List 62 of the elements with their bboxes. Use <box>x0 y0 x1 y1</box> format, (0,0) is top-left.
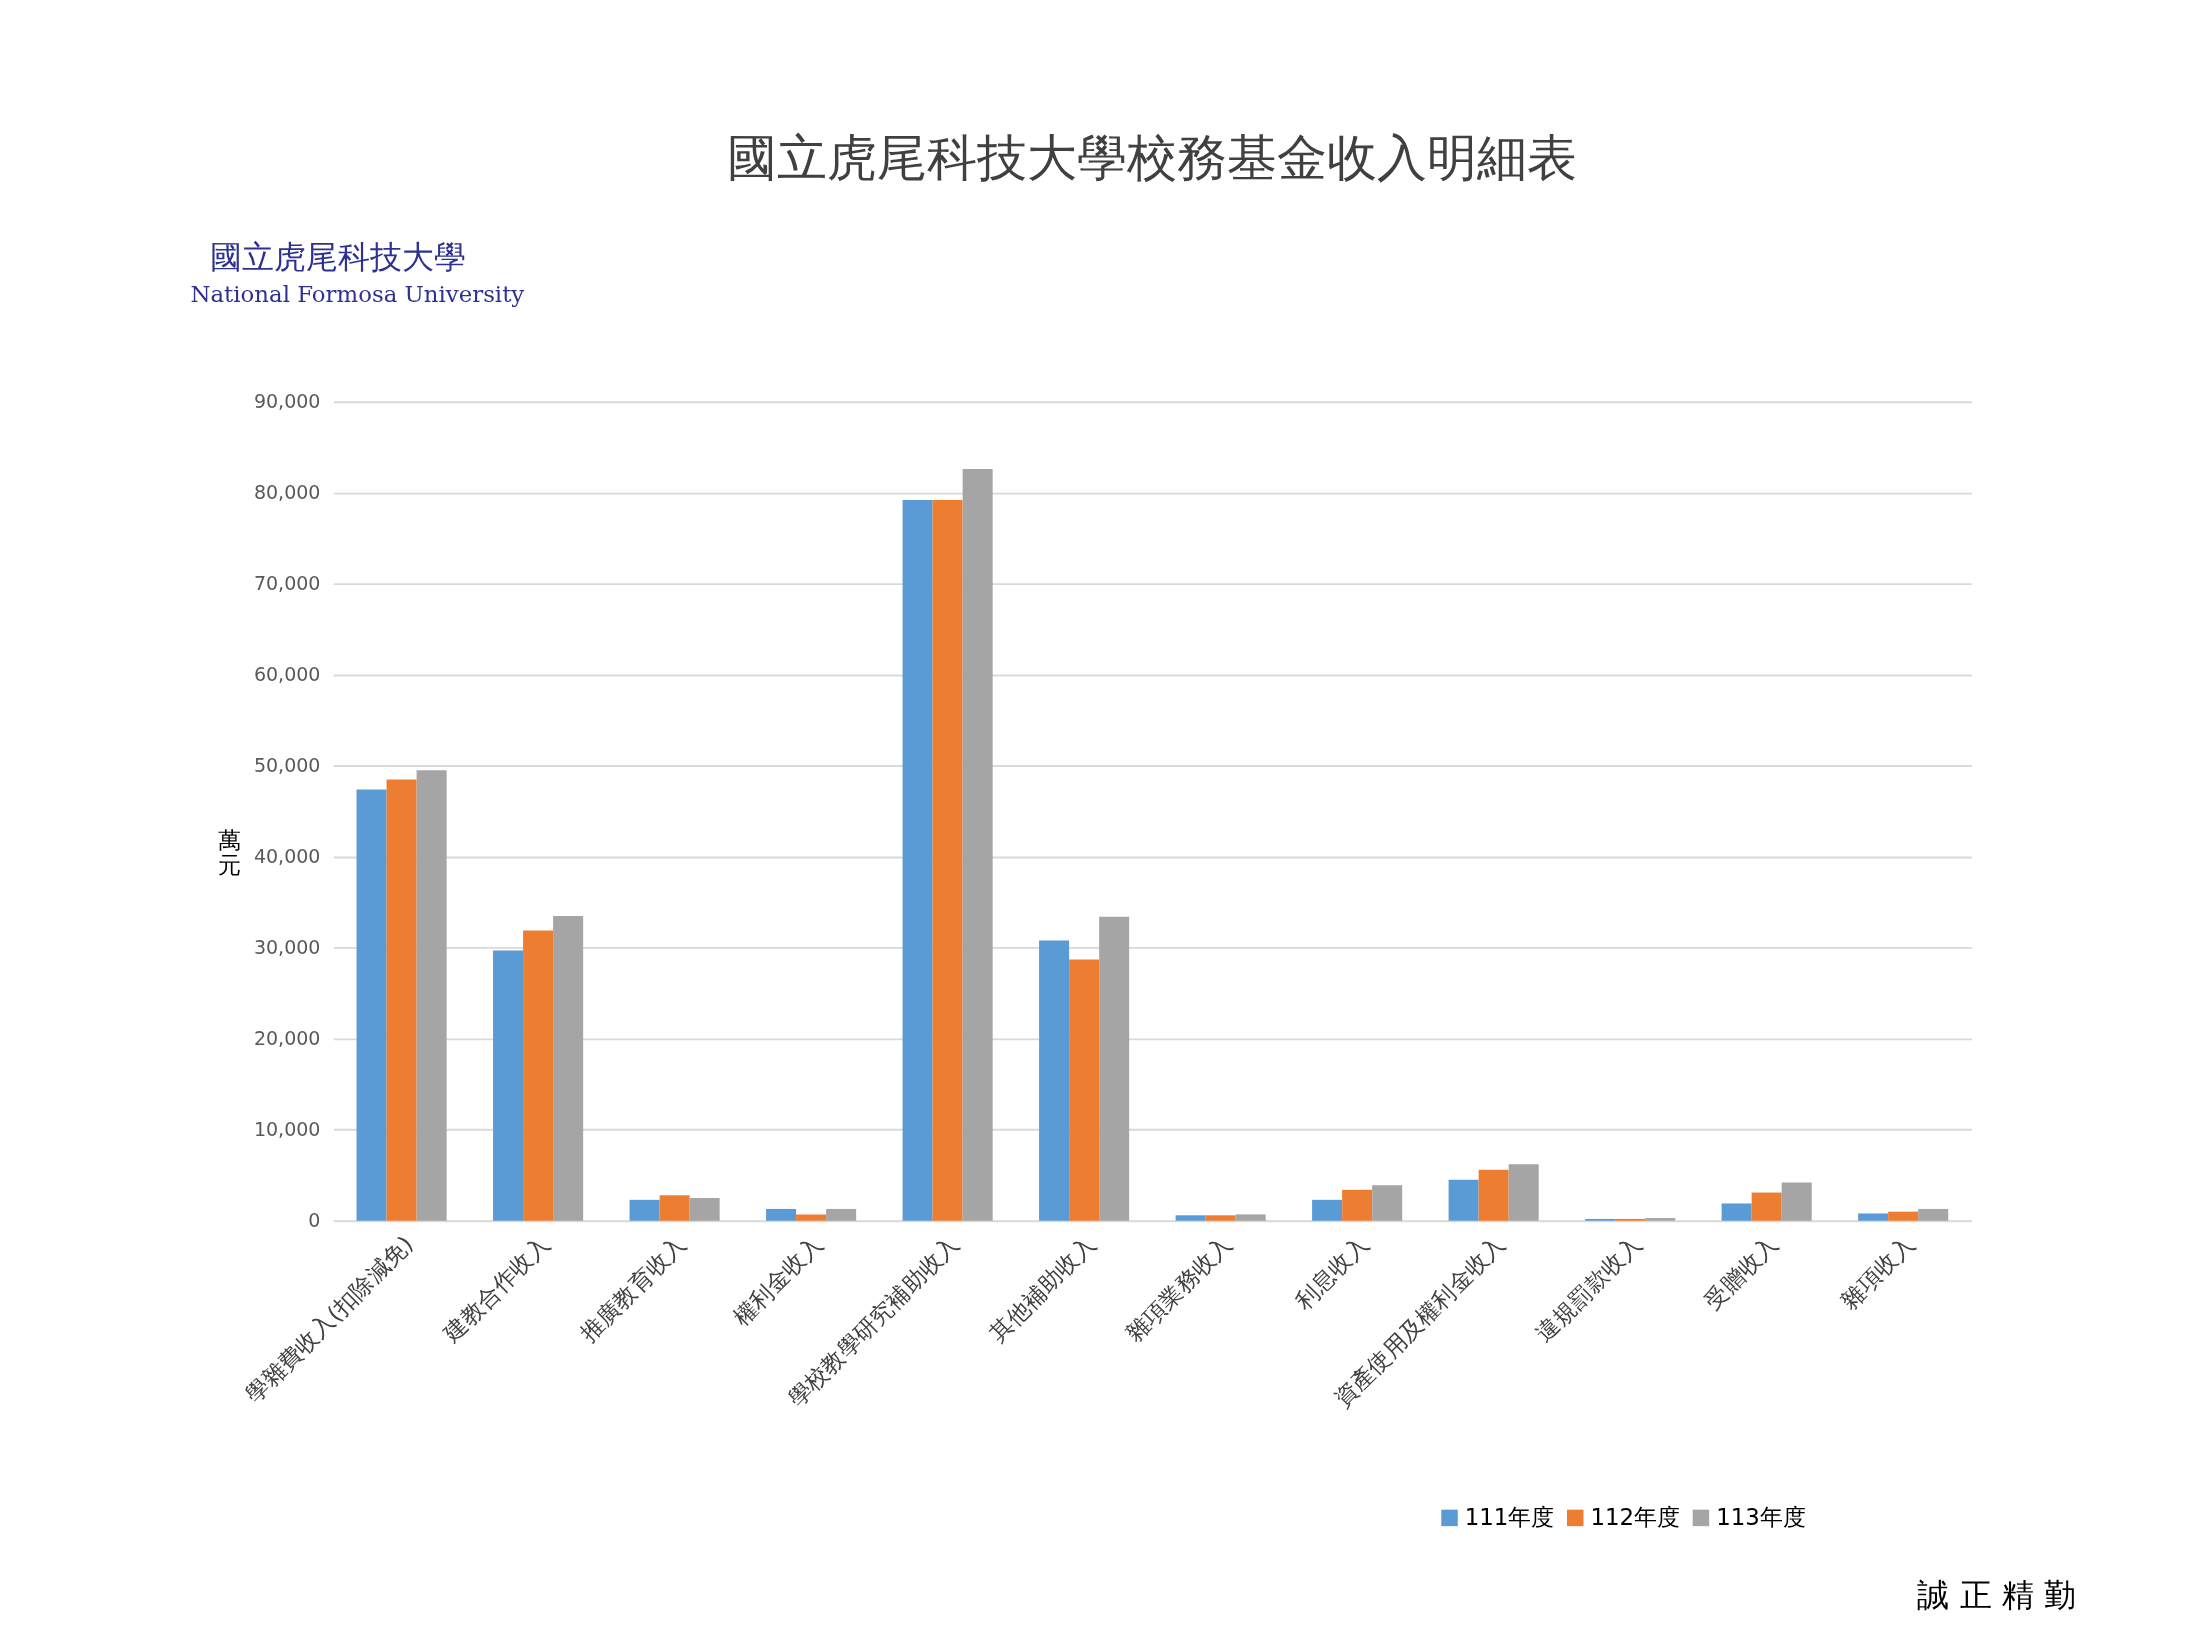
bar <box>356 789 387 1221</box>
y-tick-label: 60,000 <box>253 662 321 685</box>
bar <box>1372 1185 1403 1221</box>
bar <box>1645 1218 1676 1221</box>
text: National Formosa University <box>190 280 525 307</box>
bar <box>826 1208 857 1221</box>
bar <box>962 469 993 1221</box>
y-axis-title: 萬元 <box>217 826 241 878</box>
bar <box>1099 916 1130 1221</box>
x-tick-label: 其他補助收入 <box>984 1230 1101 1347</box>
bar <box>493 950 524 1221</box>
x-tick-label: 推廣教育收入 <box>574 1230 691 1347</box>
x-tick-label: 學雜費收入(扣除減免) <box>240 1230 418 1408</box>
y-tick-label: 0 <box>308 1208 321 1231</box>
bar <box>553 915 584 1221</box>
bar <box>1448 1179 1479 1221</box>
bar <box>932 500 963 1221</box>
x-tick-label: 雜項業務收入 <box>1121 1230 1237 1347</box>
bar <box>1781 1182 1812 1221</box>
bar <box>1888 1211 1919 1221</box>
bar <box>386 779 417 1221</box>
x-tick-label: 雜項收入 <box>1836 1230 1920 1315</box>
bar <box>689 1198 720 1221</box>
bar <box>1069 959 1100 1221</box>
x-tick-label: 建教合作收入 <box>437 1230 555 1348</box>
legend-label: 112年度 <box>1590 1503 1681 1530</box>
bar <box>1342 1189 1373 1221</box>
bar <box>1858 1213 1889 1221</box>
bar <box>659 1195 690 1221</box>
bar <box>1312 1199 1343 1221</box>
bar <box>1175 1215 1206 1221</box>
y-tick-label: 90,000 <box>253 389 321 412</box>
text: 國立虎尾科技大學 <box>209 238 466 277</box>
bar <box>1721 1203 1752 1221</box>
y-tick-label: 70,000 <box>253 571 321 594</box>
x-tick-label: 權利金收入 <box>727 1230 828 1331</box>
bar <box>1235 1214 1266 1221</box>
y-tick-label: 10,000 <box>253 1117 321 1140</box>
y-tick-label: 50,000 <box>253 753 321 776</box>
legend-label: 111年度 <box>1464 1503 1555 1530</box>
x-tick-label: 違規罰款收入 <box>1530 1230 1647 1347</box>
bar <box>796 1214 827 1221</box>
bar <box>629 1199 660 1221</box>
y-tick-label: 20,000 <box>253 1026 321 1049</box>
bar <box>1478 1169 1509 1221</box>
bar <box>766 1208 797 1221</box>
bar <box>1751 1192 1782 1221</box>
bar <box>1205 1215 1236 1221</box>
legend-label: 113年度 <box>1716 1503 1806 1530</box>
bar <box>416 770 447 1221</box>
x-tick-label: 利息收入 <box>1290 1230 1374 1315</box>
bar <box>1508 1164 1539 1221</box>
x-tick-label: 受贈收入 <box>1699 1230 1783 1315</box>
bar <box>1918 1208 1949 1221</box>
chart-title: 國立虎尾科技大學校務基金收入明細表 <box>727 129 1578 188</box>
y-tick-label: 80,000 <box>253 480 321 503</box>
y-tick-label: 30,000 <box>253 935 321 958</box>
text: 誠 正 精 勤 <box>1917 1576 2077 1615</box>
bar <box>1039 940 1070 1221</box>
bar <box>523 930 554 1221</box>
y-tick-label: 40,000 <box>253 844 321 867</box>
bar <box>902 500 933 1221</box>
